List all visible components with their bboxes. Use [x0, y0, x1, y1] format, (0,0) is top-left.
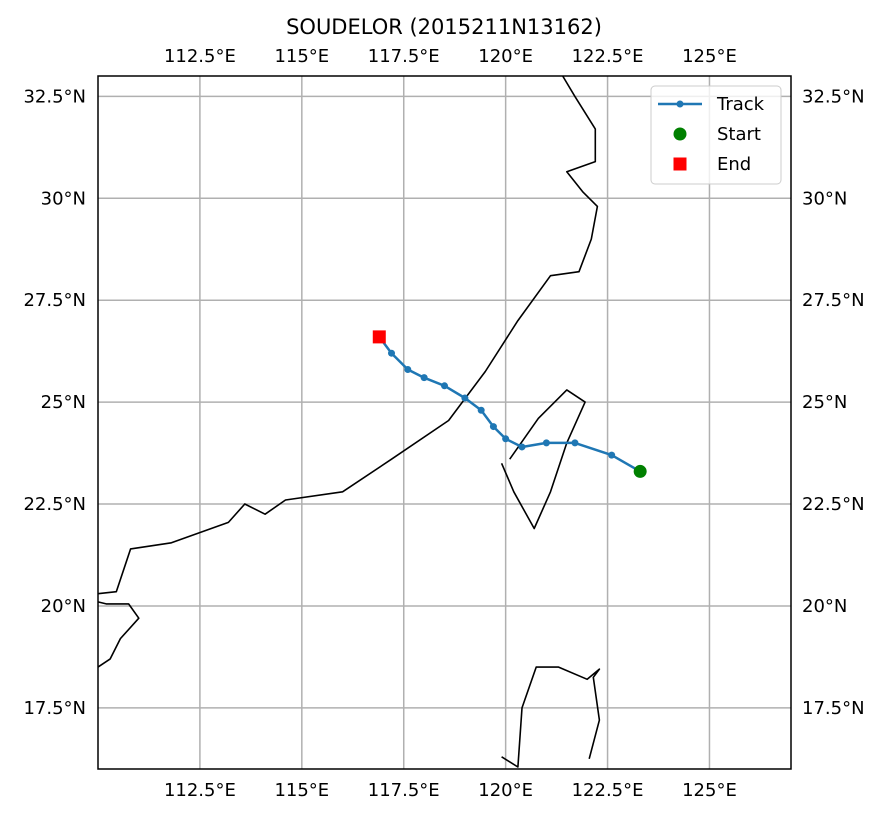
tick-label-lat-left: 32.5°N [23, 86, 86, 107]
legend-start-marker [673, 127, 687, 141]
tick-label-lon-bottom: 120°E [478, 780, 533, 801]
legend-track-marker [676, 100, 684, 108]
track-point [477, 406, 485, 414]
tick-label-lon-top: 117.5°E [368, 46, 440, 67]
tick-label-lat-left: 22.5°N [23, 494, 86, 515]
legend-end-label: End [717, 154, 751, 175]
track-point [608, 451, 616, 459]
track-point [420, 374, 428, 382]
tick-label-lon-top: 122.5°E [572, 46, 644, 67]
legend-start-label: Start [717, 124, 761, 145]
tick-label-lat-left: 25°N [41, 392, 86, 413]
tick-labels: 112.5°E 112.5°E 115°E 115°E 117.5°E 117.5°E 12… [23, 46, 864, 801]
tick-label-lon-top: 120°E [478, 46, 533, 67]
tick-label-lat-left: 30°N [41, 188, 86, 209]
track-point [502, 435, 510, 443]
tick-label-lat-left: 27.5°N [23, 290, 86, 311]
track-point [542, 439, 550, 447]
legend: Track Start End [650, 85, 782, 185]
tick-label-lat-right: 27.5°N [802, 290, 865, 311]
tick-label-lat-right: 17.5°N [802, 698, 865, 719]
coastline [97, 75, 599, 595]
tick-label-lon-bottom: 112.5°E [164, 780, 236, 801]
track-point [489, 423, 497, 431]
tick-label-lat-left: 17.5°N [23, 698, 86, 719]
tick-label-lon-top: 115°E [274, 46, 329, 67]
tick-label-lon-bottom: 115°E [274, 780, 329, 801]
track-layer [372, 330, 647, 478]
coastline [501, 666, 601, 768]
track-point [388, 349, 396, 357]
chart-title: SOUDELOR (2015211N13162) [286, 15, 602, 39]
coastline [97, 601, 140, 668]
tick-label-lat-right: 20°N [802, 596, 847, 617]
track-point [404, 366, 412, 374]
tick-label-lat-right: 32.5°N [802, 86, 865, 107]
tick-label-lon-top: 112.5°E [164, 46, 236, 67]
map-frame [97, 75, 792, 770]
track-point [518, 443, 526, 451]
tick-label-lat-right: 25°N [802, 392, 847, 413]
track-point [571, 439, 579, 447]
gridlines [98, 76, 791, 769]
tick-label-lon-bottom: 122.5°E [572, 780, 644, 801]
track-point [441, 382, 448, 390]
tick-label-lat-right: 22.5°N [802, 494, 865, 515]
tick-label-lon-bottom: 125°E [682, 780, 737, 801]
start-marker [633, 464, 647, 478]
tick-label-lon-bottom: 117.5°E [368, 780, 440, 801]
track-point [461, 394, 469, 402]
legend-track-label: Track [716, 94, 765, 115]
tick-label-lon-top: 125°E [682, 46, 737, 67]
tick-label-lat-left: 20°N [41, 596, 86, 617]
end-marker [372, 330, 386, 344]
legend-end-marker [673, 157, 687, 171]
tick-label-lat-right: 30°N [802, 188, 847, 209]
